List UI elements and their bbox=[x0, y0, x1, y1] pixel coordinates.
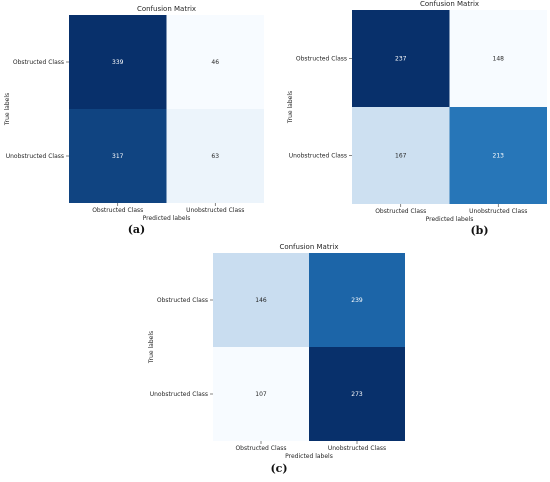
y-axis-label: True labels bbox=[4, 93, 11, 126]
cell-value-label: 213 bbox=[493, 153, 505, 160]
cell-value-label: 148 bbox=[493, 56, 505, 63]
x-axis-label: Predicted labels bbox=[143, 215, 191, 222]
confusion-matrix-chart: 237 148 167 213 Confusion Matrix Obstructed C… bbox=[287, 0, 547, 237]
subfigure-caption: (b) bbox=[470, 224, 488, 237]
heatmap-cell bbox=[69, 15, 167, 109]
cell-value-label: 317 bbox=[112, 153, 124, 160]
y-tick-label: Unobstructed Class bbox=[150, 391, 208, 398]
y-tick-label: Obstructed Class bbox=[296, 56, 347, 63]
heatmap-cell bbox=[352, 107, 450, 204]
cell-value-label: 239 bbox=[351, 297, 363, 304]
heatmap-cell bbox=[449, 107, 547, 204]
y-tick-label: Obstructed Class bbox=[13, 59, 64, 66]
chart-title: Confusion Matrix bbox=[279, 243, 338, 251]
confusion-matrix-chart: 146 239 107 273 Confusion Matrix Obstructed C… bbox=[148, 243, 405, 475]
heatmap-cell bbox=[213, 347, 309, 441]
heatmap-cell bbox=[166, 109, 264, 203]
x-tick-label: Obstructed Class bbox=[92, 207, 143, 214]
cell-value-label: 63 bbox=[211, 153, 219, 160]
chart-title: Confusion Matrix bbox=[137, 5, 196, 13]
chart-title: Confusion Matrix bbox=[420, 0, 479, 8]
y-axis-label: True labels bbox=[148, 331, 155, 364]
heatmap-cell bbox=[309, 347, 405, 441]
cell-value-label: 273 bbox=[351, 391, 363, 398]
confusion-matrix-chart: 339 46 317 63 Confusion Matrix Obstructed Cla… bbox=[4, 5, 264, 236]
heatmap-cell bbox=[309, 253, 405, 347]
x-tick-label: Unobstructed Class bbox=[469, 208, 527, 215]
cell-value-label: 339 bbox=[112, 59, 124, 66]
subfigure-caption: (a) bbox=[128, 223, 146, 236]
cell-value-label: 167 bbox=[395, 153, 407, 160]
heatmap-cell bbox=[213, 253, 309, 347]
subfigure-caption: (c) bbox=[270, 462, 287, 475]
y-axis-label: True labels bbox=[287, 91, 294, 124]
x-tick-label: Unobstructed Class bbox=[186, 207, 244, 214]
x-axis-label: Predicted labels bbox=[285, 453, 333, 460]
x-tick-label: Obstructed Class bbox=[375, 208, 426, 215]
y-tick-label: Unobstructed Class bbox=[289, 153, 347, 160]
y-tick-label: Unobstructed Class bbox=[6, 153, 64, 160]
x-axis-label: Predicted labels bbox=[426, 216, 474, 223]
y-tick-label: Obstructed Class bbox=[157, 297, 208, 304]
x-tick-label: Unobstructed Class bbox=[328, 445, 386, 452]
heatmap-cell bbox=[166, 15, 264, 109]
cell-value-label: 237 bbox=[395, 56, 407, 63]
cell-value-label: 46 bbox=[211, 59, 219, 66]
heatmap-cell bbox=[352, 10, 450, 107]
heatmap-cell bbox=[69, 109, 167, 203]
x-tick-label: Obstructed Class bbox=[235, 445, 286, 452]
cell-value-label: 107 bbox=[255, 391, 267, 398]
heatmap-cell bbox=[449, 10, 547, 107]
cell-value-label: 146 bbox=[255, 297, 267, 304]
